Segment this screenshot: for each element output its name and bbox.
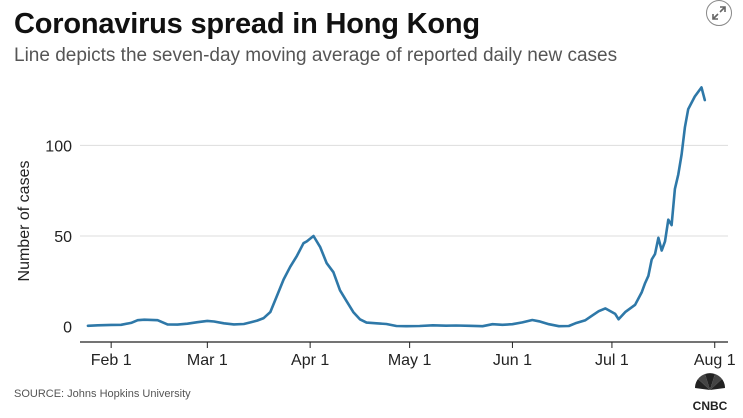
chart-title: Coronavirus spread in Hong Kong [14, 8, 480, 40]
cnbc-logo: CNBC [685, 368, 735, 418]
x-tick-label: Feb 1 [91, 352, 132, 369]
y-tick-label: 100 [45, 138, 72, 155]
x-tick-label: Apr 1 [291, 352, 329, 369]
x-tick-label: Jun 1 [493, 352, 532, 369]
source-note: SOURCE: Johns Hopkins University [14, 388, 191, 400]
expand-button[interactable] [706, 0, 732, 26]
x-tick-label: Aug 1 [694, 352, 736, 369]
series-line-0 [86, 86, 707, 328]
y-axis-label: Number of cases [16, 161, 33, 282]
y-tick-label: 50 [54, 229, 72, 246]
expand-arrows-icon [712, 6, 726, 20]
logo-text: CNBC [693, 399, 728, 413]
x-tick-label: May 1 [388, 352, 432, 369]
x-tick-label: Jul 1 [595, 352, 629, 369]
y-tick-label: 0 [63, 320, 72, 337]
chart-subtitle: Line depicts the seven-day moving averag… [14, 45, 618, 66]
cnbc-peacock-icon: CNBC [693, 373, 728, 413]
x-tick-label: Mar 1 [187, 352, 228, 369]
